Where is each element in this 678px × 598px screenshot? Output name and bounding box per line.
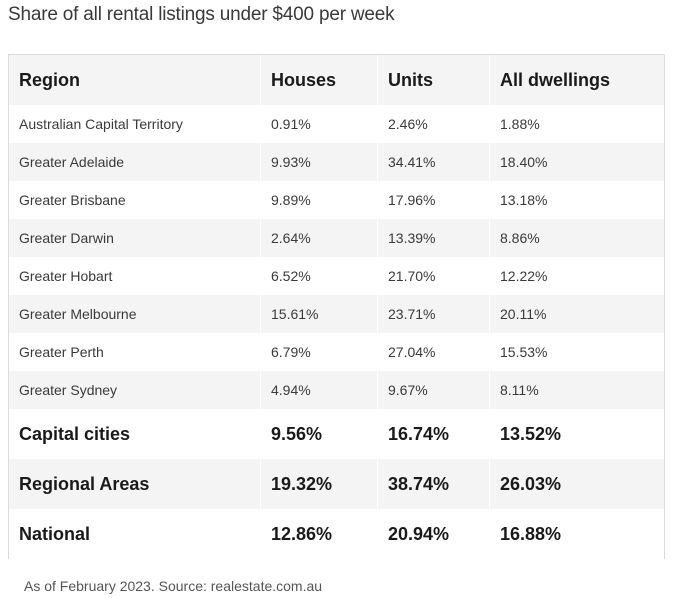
table-title: Share of all rental listings under $400 … <box>8 4 395 25</box>
cell-houses: 19.32% <box>261 459 378 509</box>
cell-region: Greater Brisbane <box>9 181 261 219</box>
table-row: Greater Perth 6.79% 27.04% 15.53% <box>9 333 664 371</box>
summary-row-national: National 12.86% 20.94% 16.88% <box>9 509 664 559</box>
cell-houses: 9.93% <box>261 143 378 181</box>
cell-region: Greater Sydney <box>9 371 261 409</box>
cell-region: Greater Melbourne <box>9 295 261 333</box>
cell-units: 23.71% <box>378 295 490 333</box>
cell-all-dwellings: 26.03% <box>490 459 664 509</box>
summary-row-capital-cities: Capital cities 9.56% 16.74% 13.52% <box>9 409 664 459</box>
cell-units: 38.74% <box>378 459 490 509</box>
cell-houses: 4.94% <box>261 371 378 409</box>
cell-all-dwellings: 20.11% <box>490 295 664 333</box>
table-row: Greater Hobart 6.52% 21.70% 12.22% <box>9 257 664 295</box>
cell-all-dwellings: 8.11% <box>490 371 664 409</box>
cell-houses: 12.86% <box>261 509 378 559</box>
cell-units: 20.94% <box>378 509 490 559</box>
cell-all-dwellings: 18.40% <box>490 143 664 181</box>
cell-units: 34.41% <box>378 143 490 181</box>
cell-houses: 6.79% <box>261 333 378 371</box>
cell-region: Regional Areas <box>9 459 261 509</box>
table-row: Greater Brisbane 9.89% 17.96% 13.18% <box>9 181 664 219</box>
header-units: Units <box>378 55 490 105</box>
cell-all-dwellings: 13.18% <box>490 181 664 219</box>
cell-units: 21.70% <box>378 257 490 295</box>
cell-houses: 6.52% <box>261 257 378 295</box>
cell-region: National <box>9 509 261 559</box>
cell-houses: 9.56% <box>261 409 378 459</box>
cell-houses: 9.89% <box>261 181 378 219</box>
table-header-row: Region Houses Units All dwellings <box>9 55 664 105</box>
cell-all-dwellings: 12.22% <box>490 257 664 295</box>
cell-region: Australian Capital Territory <box>9 105 261 143</box>
cell-all-dwellings: 16.88% <box>490 509 664 559</box>
cell-region: Greater Adelaide <box>9 143 261 181</box>
table-row: Greater Melbourne 15.61% 23.71% 20.11% <box>9 295 664 333</box>
cell-all-dwellings: 13.52% <box>490 409 664 459</box>
cell-all-dwellings: 1.88% <box>490 105 664 143</box>
table-row: Australian Capital Territory 0.91% 2.46%… <box>9 105 664 143</box>
cell-units: 27.04% <box>378 333 490 371</box>
rental-listings-table: Region Houses Units All dwellings Austra… <box>9 55 664 559</box>
cell-units: 17.96% <box>378 181 490 219</box>
table-row: Greater Darwin 2.64% 13.39% 8.86% <box>9 219 664 257</box>
cell-houses: 2.64% <box>261 219 378 257</box>
source-note: As of February 2023. Source: realestate.… <box>24 578 323 594</box>
cell-region: Capital cities <box>9 409 261 459</box>
table-row: Greater Adelaide 9.93% 34.41% 18.40% <box>9 143 664 181</box>
cell-all-dwellings: 8.86% <box>490 219 664 257</box>
cell-region: Greater Darwin <box>9 219 261 257</box>
header-houses: Houses <box>261 55 378 105</box>
cell-all-dwellings: 15.53% <box>490 333 664 371</box>
header-all-dwellings: All dwellings <box>490 55 664 105</box>
summary-row-regional-areas: Regional Areas 19.32% 38.74% 26.03% <box>9 459 664 509</box>
table-row: Greater Sydney 4.94% 9.67% 8.11% <box>9 371 664 409</box>
cell-units: 2.46% <box>378 105 490 143</box>
header-region: Region <box>9 55 261 105</box>
cell-units: 9.67% <box>378 371 490 409</box>
cell-units: 16.74% <box>378 409 490 459</box>
cell-units: 13.39% <box>378 219 490 257</box>
cell-region: Greater Hobart <box>9 257 261 295</box>
rental-listings-table-container: Region Houses Units All dwellings Austra… <box>8 54 665 559</box>
cell-houses: 15.61% <box>261 295 378 333</box>
cell-region: Greater Perth <box>9 333 261 371</box>
cell-houses: 0.91% <box>261 105 378 143</box>
